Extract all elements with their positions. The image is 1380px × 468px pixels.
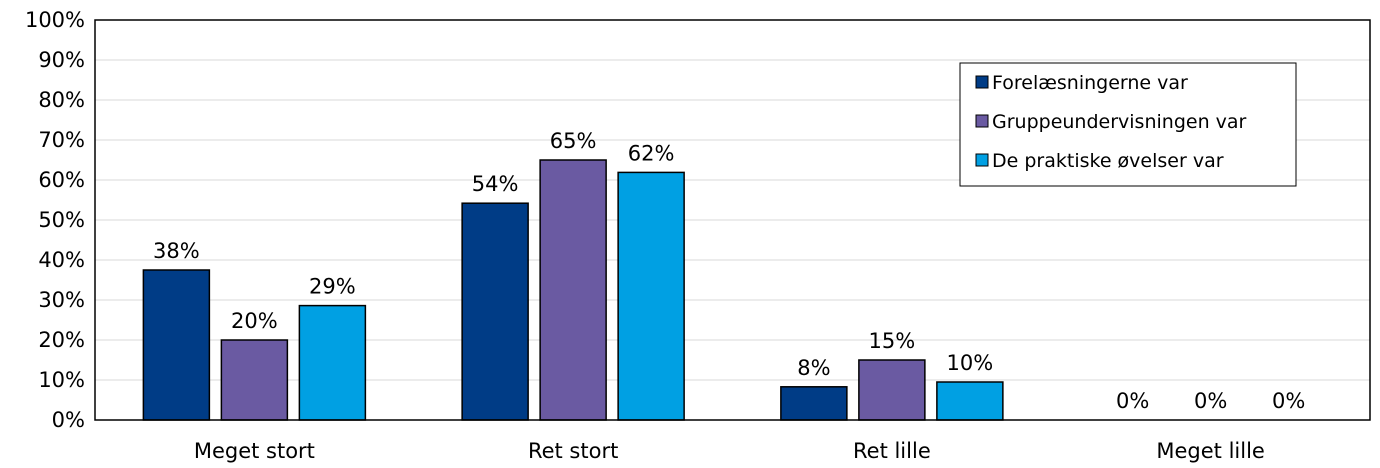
y-tick-label: 0% (52, 408, 85, 432)
y-tick-label: 80% (38, 88, 85, 112)
x-category-label: Meget stort (194, 439, 315, 463)
data-label: 62% (628, 141, 675, 165)
y-tick-label: 70% (38, 128, 85, 152)
data-label: 38% (153, 239, 200, 263)
y-tick-label: 90% (38, 48, 85, 72)
bar (936, 381, 1004, 421)
data-label: 0% (1194, 389, 1227, 413)
bar (298, 304, 367, 421)
legend-label: Gruppeundervisningen var (992, 111, 1247, 133)
data-label: 29% (309, 275, 356, 299)
legend-box (959, 62, 1297, 187)
y-axis-ticks: 0% 10% 20% 30% 40% 50% 60% 70% 80% 90% 100% (25, 8, 85, 432)
y-tick-label: 60% (38, 168, 85, 192)
bar (617, 171, 685, 421)
data-label: 20% (231, 309, 278, 333)
data-label: 10% (947, 351, 994, 375)
bar (220, 339, 289, 421)
y-tick-label: 20% (38, 328, 85, 352)
legend-label: De praktiske øvelser var (992, 150, 1224, 172)
legend: Forelæsningerne var Gruppeundervisningen … (959, 62, 1297, 187)
y-tick-label: 10% (38, 368, 85, 392)
legend-swatch (975, 75, 989, 89)
legend-swatch (975, 153, 989, 167)
data-label: 0% (1116, 389, 1149, 413)
bar (142, 269, 211, 421)
data-labels: 38% 20% 29% 54% 65% 62% 8% 15% 10% 0% 0% 0% (153, 129, 1305, 413)
bar (461, 202, 529, 421)
x-category-label: Ret stort (528, 439, 618, 463)
data-label: 54% (472, 172, 519, 196)
y-tick-label: 40% (38, 248, 85, 272)
data-label: 65% (550, 129, 597, 153)
data-label: 0% (1272, 389, 1305, 413)
x-axis-categories: Meget stort Ret stort Ret lille Meget lille (194, 439, 1265, 463)
bar (539, 159, 607, 421)
bars (142, 159, 1004, 421)
data-label: 8% (797, 356, 830, 380)
x-category-label: Meget lille (1156, 439, 1264, 463)
bar (858, 359, 926, 421)
y-tick-label: 50% (38, 208, 85, 232)
legend-swatch (975, 114, 989, 128)
plot-frame (94, 19, 1371, 421)
data-label: 15% (869, 329, 916, 353)
bar (780, 386, 848, 421)
y-tick-label: 100% (25, 8, 85, 32)
legend-label: Forelæsningerne var (992, 72, 1188, 94)
x-category-label: Ret lille (853, 439, 931, 463)
y-tick-label: 30% (38, 288, 85, 312)
